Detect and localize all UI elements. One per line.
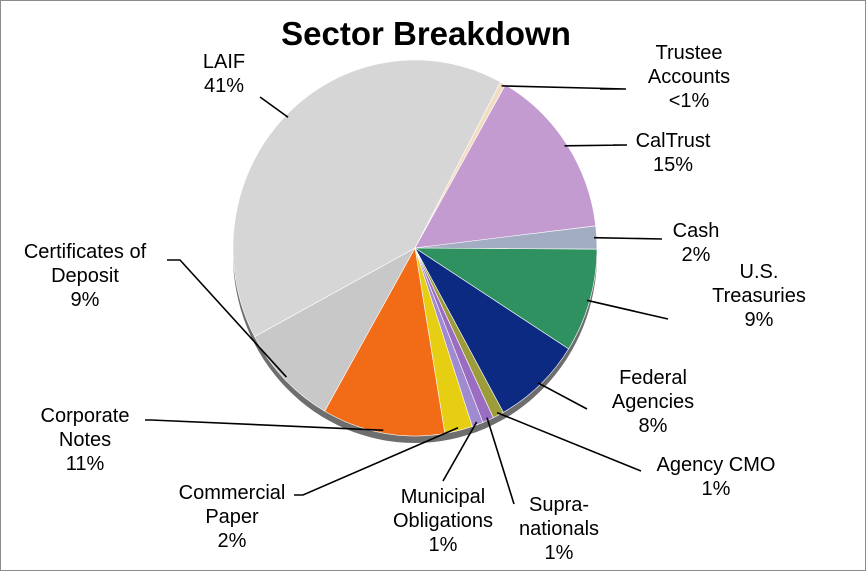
slice-label-line: Accounts (648, 66, 730, 88)
slice-label-line: Paper (205, 506, 259, 528)
slice-label-line: 11% (66, 453, 105, 475)
leader-line (564, 144, 628, 147)
slice-label-line: Municipal (401, 486, 485, 508)
slice-label: Corporate Notes 11% (41, 405, 130, 475)
slice-label: CalTrust 15% (636, 130, 711, 176)
leader-line (259, 96, 289, 118)
slice-label: LAIF 41% (203, 51, 245, 97)
slice-label-line: Corporate (41, 405, 130, 427)
slice-label-line: 2% (218, 530, 247, 552)
leader-line (501, 85, 627, 90)
slice-labels: Trustee Accounts <1%CalTrust 15%Cash 2%U.S. T… (24, 42, 806, 564)
pie-slice (414, 84, 597, 249)
slice-label-line: 1% (702, 478, 731, 500)
slice-label-line: CalTrust (636, 130, 711, 152)
pie-slices (232, 59, 598, 443)
slice-label: Federal Agencies 8% (612, 367, 694, 437)
slice-label: Cash 2% (673, 220, 720, 266)
slice-label: Trustee Accounts <1% (648, 42, 730, 112)
leader-line (167, 259, 288, 378)
leader-line (442, 421, 478, 482)
slice-label-line: Agency CMO (657, 454, 776, 476)
slice-label-line: Cash (673, 220, 720, 242)
slice-label: Commercial Paper 2% (179, 482, 286, 552)
slice-label: Supra-nationals 1% (519, 494, 599, 564)
slice-label-line: 1% (429, 534, 458, 556)
slice-label-line: Commercial (179, 482, 286, 504)
slice-label-line: 1% (545, 542, 574, 564)
slice-label-line: <1% (669, 90, 710, 112)
slice-label-line: 41% (204, 75, 244, 97)
slice-label-line: Trustee (655, 42, 722, 64)
slice-label: Certificates of Deposit 9% (24, 241, 147, 311)
slice-label-line: Supra- (529, 494, 589, 516)
slice-label-line: nationals (519, 518, 599, 540)
leader-line (294, 427, 459, 496)
slice-label-line: 2% (682, 244, 711, 266)
slice-label-line: Obligations (393, 510, 493, 532)
slice-label-line: 9% (71, 289, 100, 311)
slice-label-line: LAIF (203, 51, 245, 73)
pie-slice (324, 247, 446, 437)
slice-label-line: Deposit (51, 265, 119, 287)
leader-line (593, 236, 663, 240)
leader-line (496, 411, 642, 472)
slice-label-line: 15% (653, 154, 693, 176)
slice-label-line: 9% (745, 309, 774, 331)
slice-label-line: Certificates of (24, 241, 147, 263)
slice-label-line: Federal (619, 367, 687, 389)
leader-line (537, 382, 588, 410)
slice-label: Agency CMO 1% (657, 454, 776, 500)
leader-line (586, 299, 669, 320)
slice-label-line: Treasuries (712, 285, 806, 307)
leader-line (486, 417, 515, 505)
slice-label-line: U.S. (740, 261, 779, 283)
slice-label-line: Notes (59, 429, 111, 451)
chart-title: Sector Breakdown (281, 15, 571, 52)
leader-lines (145, 85, 669, 505)
slice-label-line: Agencies (612, 391, 694, 413)
slice-label: U.S. Treasuries 9% (712, 261, 806, 331)
pie-slice (254, 247, 416, 412)
pie-slice (414, 247, 569, 413)
slice-label-line: 8% (639, 415, 668, 437)
leader-line (145, 419, 384, 432)
slice-label: Municipal Obligations 1% (393, 486, 493, 556)
